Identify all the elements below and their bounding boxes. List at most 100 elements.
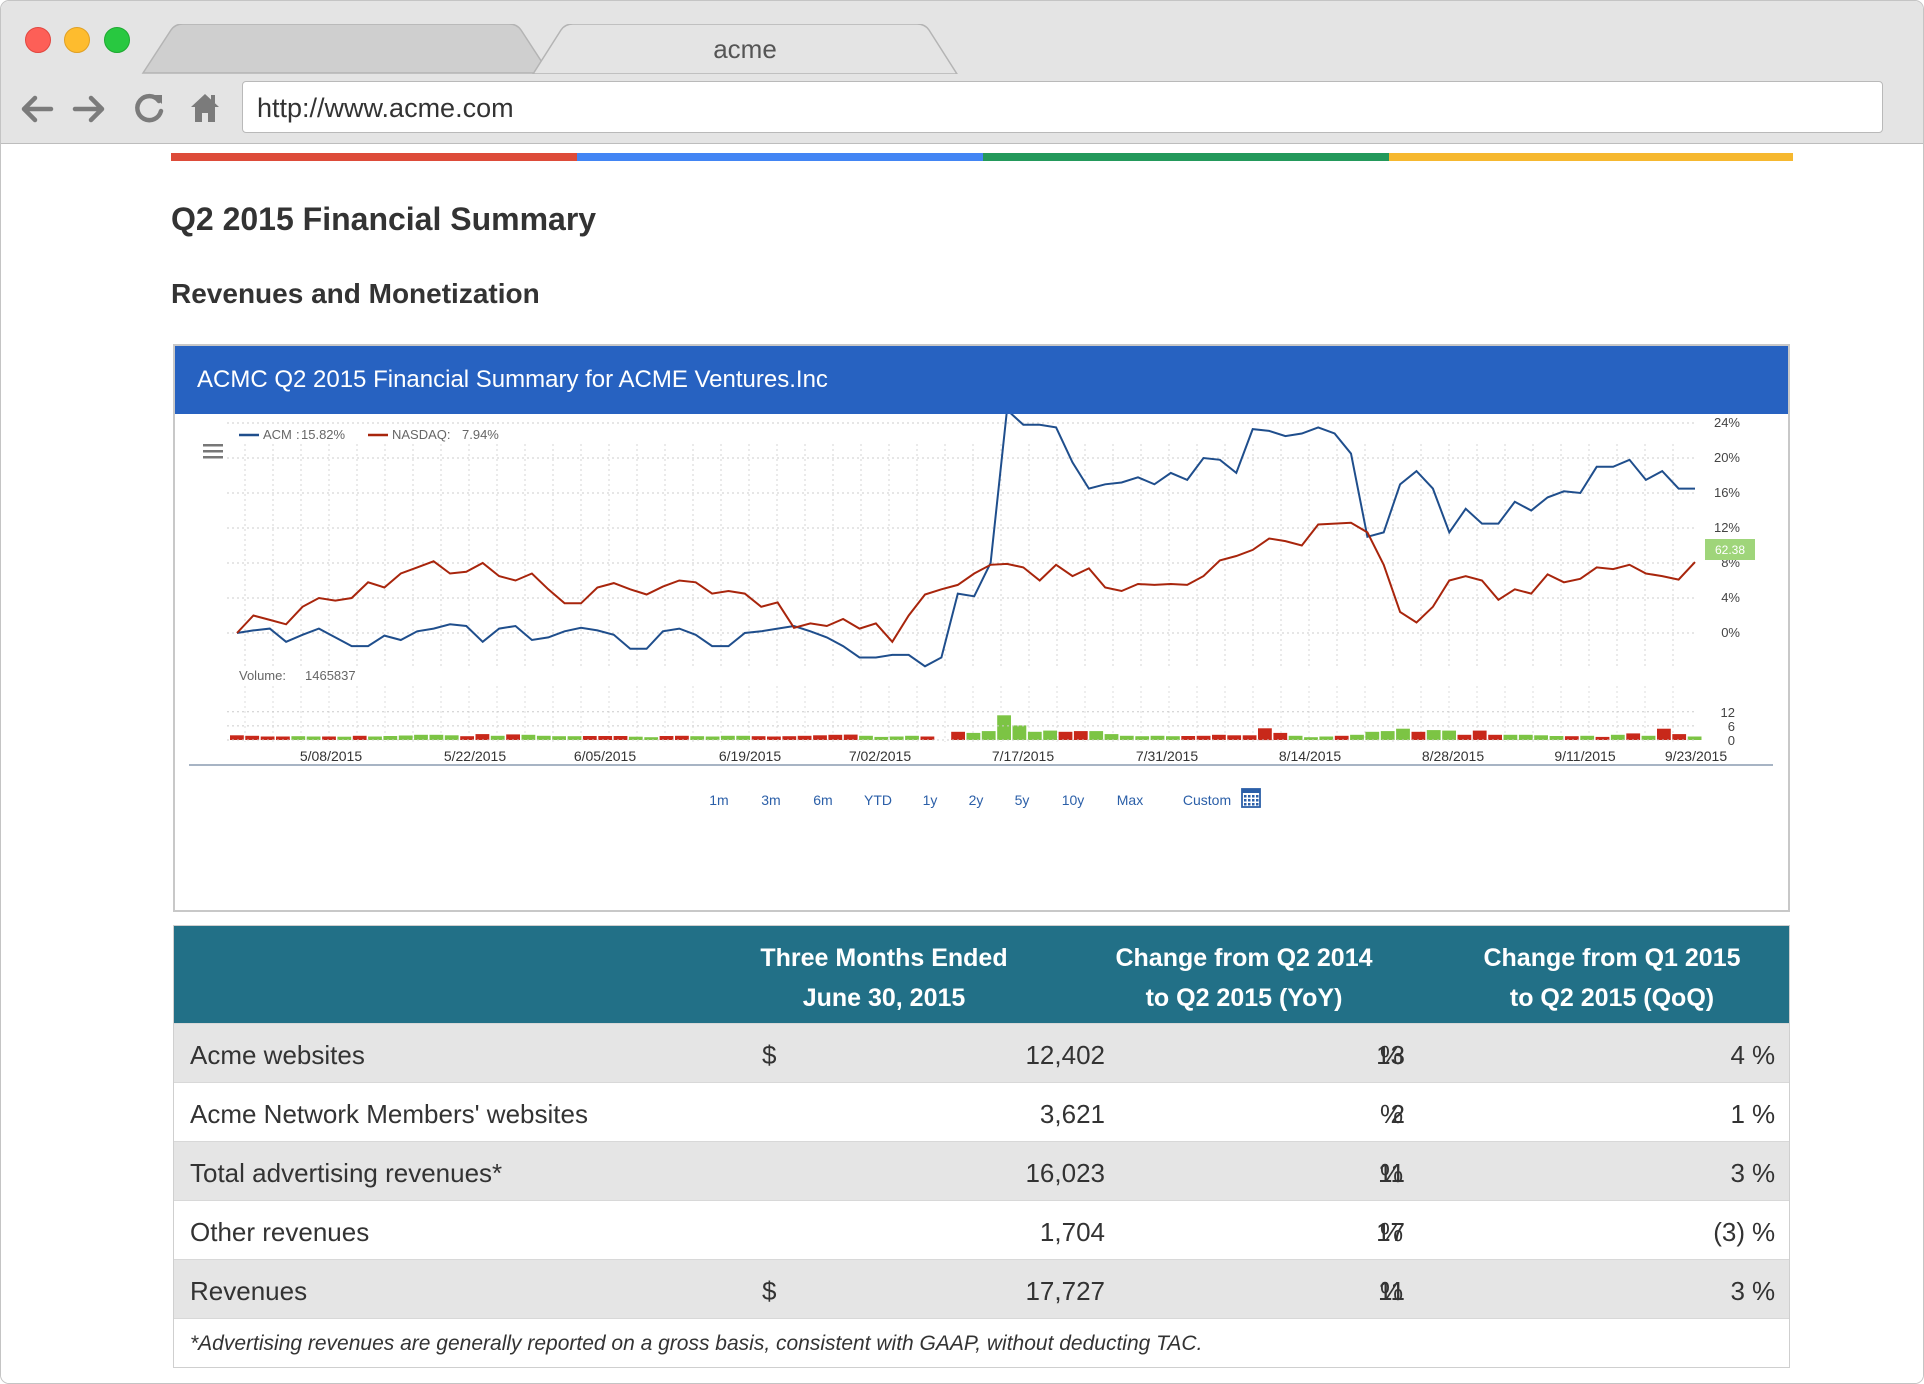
close-window-button[interactable]	[25, 27, 51, 53]
row-yoy-unit: %	[1380, 1158, 1404, 1188]
x-tick-label: 5/22/2015	[444, 748, 506, 764]
legend-nasdaq-value: 7.94%	[462, 427, 499, 442]
tab-active[interactable]: acme	[531, 24, 959, 74]
forward-button[interactable]	[69, 89, 109, 129]
row-qoq: 3	[1730, 1276, 1745, 1306]
volume-bar	[736, 735, 751, 740]
volume-bars	[230, 715, 1702, 741]
row-amount: 16,023	[1025, 1158, 1105, 1188]
volume-bar	[1058, 731, 1073, 740]
volume-bar	[260, 736, 275, 740]
volume-bar	[1442, 730, 1456, 740]
volume-bar	[536, 735, 551, 740]
header-line: Change from Q1 2015	[1483, 944, 1741, 972]
range-button-2y[interactable]: 2y	[969, 792, 984, 808]
table-row: Revenues $17,727 11% 3%	[174, 1259, 1789, 1318]
row-amount: 1,704	[1039, 1217, 1105, 1247]
range-button-6m[interactable]: 6m	[813, 792, 832, 808]
row-yoy: 2	[1390, 1099, 1405, 1129]
header-line: to Q2 2015 (QoQ)	[1509, 984, 1715, 1012]
volume-bar	[1580, 735, 1595, 740]
volume-bar	[460, 736, 474, 740]
volume-bar	[1595, 736, 1610, 740]
range-button-max[interactable]: Max	[1117, 792, 1143, 808]
row-yoy: 11	[1378, 1276, 1405, 1306]
volume-bar	[1610, 734, 1625, 740]
range-button-ytd[interactable]: YTD	[864, 792, 892, 808]
volume-bar	[889, 736, 904, 740]
volume-bar	[675, 735, 689, 740]
volume-bar	[751, 736, 766, 740]
row-currency: $	[762, 1040, 777, 1070]
volume-bar	[1534, 735, 1548, 740]
color-stripe-green	[983, 153, 1389, 161]
range-button-custom[interactable]: Custom	[1183, 792, 1231, 808]
volume-bar	[1549, 736, 1564, 740]
page-title: Q2 2015 Financial Summary	[171, 201, 597, 237]
volume-bar	[690, 736, 705, 740]
range-button-1m[interactable]: 1m	[709, 792, 728, 808]
volume-bar	[1135, 736, 1150, 740]
series-line-acm[interactable]	[236, 414, 1695, 668]
legend-acm[interactable]: ACM : 15.82%	[239, 427, 346, 442]
arrow-right-icon	[72, 95, 105, 123]
arrow-left-icon	[21, 95, 54, 123]
header-yoy: Change from Q2 2014 to Q2 2015 (YoY)	[1094, 938, 1394, 1018]
volume-bar	[521, 734, 536, 740]
volume-bar	[337, 736, 352, 740]
volume-value: 1465837	[305, 668, 356, 683]
tab-inactive[interactable]	[141, 24, 551, 74]
volume-bar	[951, 731, 965, 740]
range-selector[interactable]: 1m 3m 6m YTD 1y 2y 5y 10y Max Custom	[709, 788, 1261, 808]
range-button-5y[interactable]: 5y	[1015, 792, 1030, 808]
volume-tick-label: 12	[1721, 705, 1735, 720]
legend-nasdaq[interactable]: NASDAQ: 7.94%	[368, 427, 499, 442]
volume-bar	[598, 736, 613, 740]
range-button-3m[interactable]: 3m	[761, 792, 780, 808]
volume-bar	[1304, 737, 1318, 740]
color-stripe-red	[171, 153, 577, 161]
volume-bar	[644, 737, 659, 740]
volume-bar	[920, 736, 935, 740]
volume-bar	[506, 734, 520, 740]
volume-bar	[721, 735, 735, 740]
volume-bar	[1472, 730, 1487, 740]
volume-bar	[981, 731, 996, 740]
stock-chart[interactable]: ACM : 15.82% NASDAQ: 7.94% 24% 20% 16% 12% 8…	[175, 414, 1788, 910]
svg-text::: :	[296, 427, 300, 442]
range-button-10y[interactable]: 10y	[1062, 792, 1085, 808]
volume-bar	[1518, 734, 1533, 740]
back-button[interactable]	[17, 89, 57, 129]
row-yoy-unit: %	[1380, 1099, 1404, 1129]
volume-bar	[291, 736, 306, 740]
volume-bar	[874, 736, 889, 740]
y-tick-label: 4%	[1721, 590, 1740, 605]
volume-bar	[1212, 734, 1226, 740]
volume-bar	[1242, 735, 1257, 740]
table-row: Acme Network Members' websites 3,621 2% 1%	[174, 1082, 1789, 1141]
calendar-icon[interactable]	[1241, 788, 1261, 808]
browser-toolbar: acme http://www.acme.com	[1, 1, 1923, 144]
minimize-window-button[interactable]	[64, 27, 90, 53]
home-button[interactable]	[185, 89, 225, 129]
tab-shape	[532, 24, 958, 74]
y-axis-ticks: 24%20%16%12%8%4%0%	[1714, 415, 1740, 640]
chart-menu-icon[interactable]	[203, 444, 223, 459]
volume-label: Volume:	[239, 668, 286, 683]
address-bar[interactable]: http://www.acme.com	[242, 81, 1883, 133]
volume-bar	[767, 736, 781, 740]
range-button-1y[interactable]: 1y	[923, 792, 938, 808]
volume-bar	[1150, 735, 1165, 740]
table-body: Acme websites $12,402 13% 4% Acme Network Me…	[174, 1023, 1789, 1318]
volume-bar	[905, 735, 919, 740]
x-tick-label: 7/17/2015	[992, 748, 1054, 764]
zoom-window-button[interactable]	[104, 27, 130, 53]
financial-table: Three Months Ended June 30, 2015 Change …	[173, 925, 1790, 1368]
x-axis-ticks: 5/08/2015 5/22/2015 6/05/2015 6/19/2015 7/02…	[300, 748, 1727, 764]
color-stripe-yellow	[1389, 153, 1793, 161]
volume-bar	[1089, 731, 1104, 740]
volume-bar	[1073, 731, 1088, 740]
x-tick-label: 6/05/2015	[574, 748, 636, 764]
series-line-nasdaq[interactable]	[236, 521, 1696, 644]
reload-button[interactable]	[129, 89, 169, 129]
